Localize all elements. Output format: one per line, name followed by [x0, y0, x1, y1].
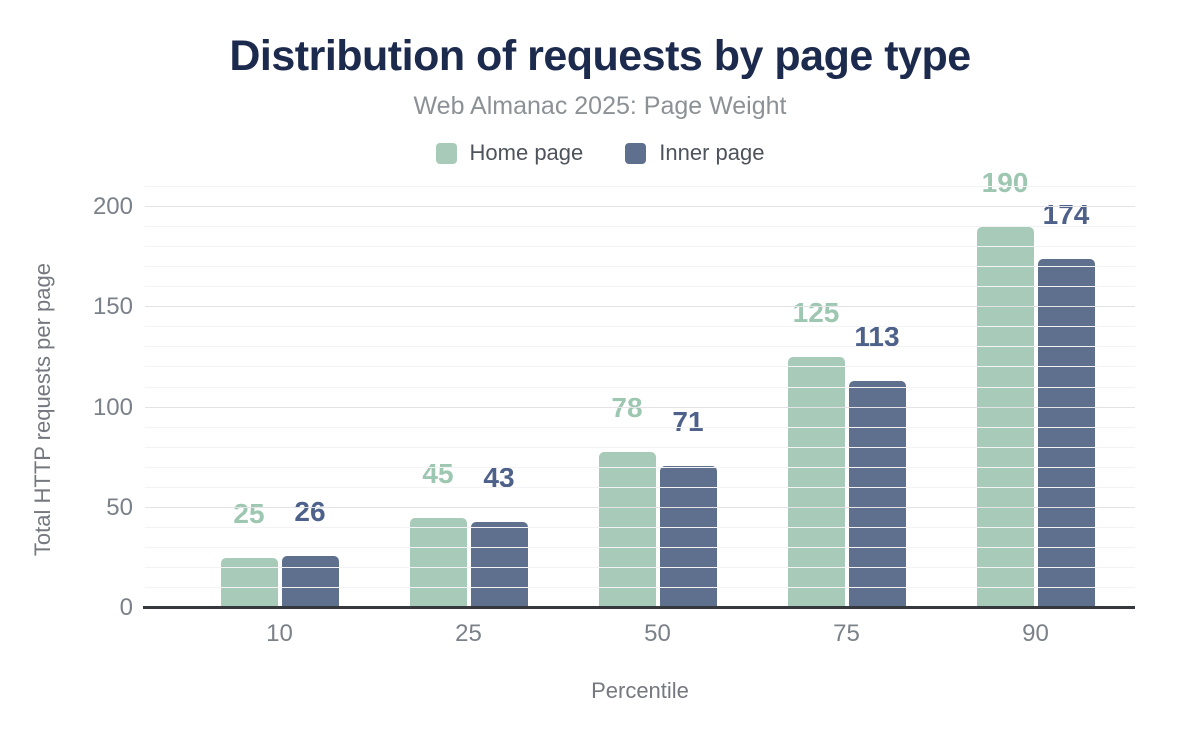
bar-value-label-home-page-p75: 125 — [792, 297, 840, 329]
bar-inner-page-p90[interactable] — [1037, 259, 1095, 608]
y-axis-title-wrap: Total HTTP requests per page — [30, 200, 56, 620]
bar-value-label-inner-page-p75: 113 — [854, 321, 900, 353]
gridline-140 — [145, 326, 1135, 328]
bar-value-label-home-page-p90: 190 — [981, 167, 1029, 199]
x-tick-label-90: 90 — [1022, 620, 1049, 647]
bar-col-home-page-p50: 78 — [598, 391, 656, 608]
legend-swatch-inner-page — [625, 142, 647, 164]
bar-col-inner-page-p25: 43 — [470, 461, 528, 608]
gridline-160 — [145, 286, 1135, 288]
bar-value-label-inner-page-p90: 174 — [1042, 199, 1090, 231]
bar-home-page-p10[interactable] — [220, 557, 278, 608]
x-tick-label-10: 10 — [266, 620, 293, 647]
bar-inner-page-p10[interactable] — [281, 555, 339, 608]
bar-value-label-home-page-p50: 78 — [611, 391, 643, 423]
gridline-180 — [145, 246, 1135, 248]
gridline-100 — [145, 406, 1135, 408]
legend-label-inner-page: Inner page — [659, 140, 765, 165]
bar-col-home-page-p10: 25 — [220, 497, 278, 608]
y-tick-label-0: 0 — [119, 594, 133, 621]
gridline-120 — [145, 366, 1135, 368]
gridline-50 — [145, 506, 1135, 508]
bar-value-label-home-page-p25: 45 — [422, 457, 454, 489]
legend-swatch-home-page — [435, 142, 457, 164]
gridline-70 — [145, 466, 1135, 468]
y-tick-label-150: 150 — [92, 293, 133, 321]
bar-col-home-page-p90: 190 — [976, 167, 1034, 608]
bar-home-page-p50[interactable] — [598, 451, 656, 608]
gridline-80 — [145, 446, 1135, 448]
bar-col-inner-page-p10: 26 — [281, 495, 339, 608]
bar-group-p50: 78 71 50 — [598, 391, 717, 647]
x-tick-label-75: 75 — [833, 620, 860, 647]
gridline-200 — [145, 206, 1135, 208]
gridline-30 — [145, 546, 1135, 548]
y-axis-title: Total HTTP requests per page — [30, 263, 55, 557]
y-tick-label-50: 50 — [106, 493, 133, 521]
x-tick-label-25: 25 — [455, 620, 482, 647]
gridline-90 — [145, 426, 1135, 428]
bar-home-page-p25[interactable] — [409, 517, 467, 608]
bar-inner-page-p50[interactable] — [659, 465, 717, 608]
bar-group-p10: 25 26 10 — [220, 495, 339, 647]
bar-col-inner-page-p50: 71 — [659, 405, 717, 608]
bar-col-inner-page-p90: 174 — [1037, 199, 1095, 608]
bar-value-label-inner-page-p50: 71 — [672, 405, 704, 437]
gridline-20 — [145, 566, 1135, 568]
gridline-110 — [145, 386, 1135, 388]
bars-row: 25 26 10 45 43 25 78 71 50 125 113 75 190 174 90 — [185, 169, 1130, 647]
bar-value-label-inner-page-p25: 43 — [483, 461, 515, 493]
bar-col-inner-page-p75: 113 — [848, 321, 906, 608]
legend-item-inner-page[interactable]: Inner page — [625, 140, 764, 166]
gridline-40 — [145, 526, 1135, 528]
legend: Home page Inner page — [0, 140, 1200, 166]
bar-home-page-p90[interactable] — [976, 227, 1034, 608]
chart-title: Distribution of requests by page type — [229, 32, 971, 80]
chart-subtitle: Web Almanac 2025: Page Weight — [413, 92, 787, 120]
legend-item-home-page[interactable]: Home page — [435, 140, 584, 166]
gridline-170 — [145, 266, 1135, 268]
x-tick-label-50: 50 — [644, 620, 671, 647]
legend-label-home-page: Home page — [469, 140, 584, 165]
gridline-210 — [145, 186, 1135, 188]
bar-group-p75: 125 113 75 — [787, 297, 906, 647]
bar-group-p25: 45 43 25 — [409, 457, 528, 647]
bar-group-p90: 190 174 90 — [976, 167, 1095, 647]
gridline-150 — [145, 306, 1135, 308]
bar-value-label-inner-page-p10: 26 — [294, 495, 326, 527]
bar-inner-page-p75[interactable] — [848, 381, 906, 608]
y-tick-label-100: 100 — [92, 393, 133, 421]
gridline-60 — [145, 486, 1135, 488]
gridline-130 — [145, 346, 1135, 348]
bar-home-page-p75[interactable] — [787, 357, 845, 608]
bar-inner-page-p25[interactable] — [470, 521, 528, 608]
x-axis-line — [143, 606, 1135, 609]
x-axis-title: Percentile — [591, 678, 689, 703]
bar-col-home-page-p25: 45 — [409, 457, 467, 608]
gridline-190 — [145, 226, 1135, 228]
gridline-10 — [145, 586, 1135, 588]
bar-value-label-home-page-p10: 25 — [233, 497, 265, 529]
y-tick-label-200: 200 — [92, 193, 133, 221]
bar-col-home-page-p75: 125 — [787, 297, 845, 608]
plot-area: 25 26 10 45 43 25 78 71 50 125 113 75 190 174 90 0 50 10… — [93, 169, 1135, 647]
